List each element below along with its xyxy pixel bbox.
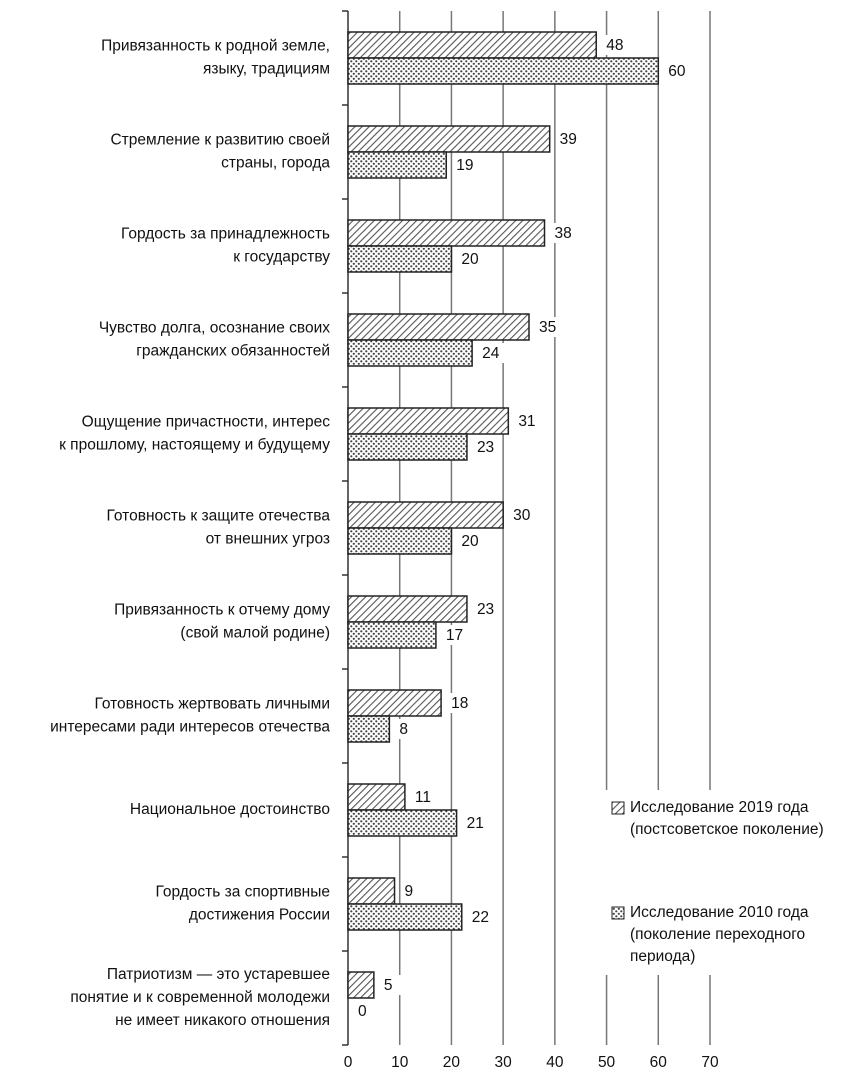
value-label-bg bbox=[464, 813, 491, 833]
bar bbox=[347, 621, 437, 649]
value-label-bg bbox=[443, 625, 470, 645]
value-label-bg bbox=[474, 599, 501, 619]
y-tick-label: Гордость за принадлежность к государству bbox=[121, 226, 330, 266]
bar bbox=[347, 595, 468, 623]
bar bbox=[347, 407, 510, 435]
value-label: 21 bbox=[467, 815, 484, 832]
bar bbox=[347, 809, 458, 837]
bar bbox=[347, 339, 473, 367]
value-label: 0 bbox=[358, 1003, 367, 1020]
bar bbox=[347, 903, 463, 931]
bar bbox=[347, 57, 660, 85]
bar bbox=[347, 715, 391, 743]
value-label: 20 bbox=[461, 251, 479, 268]
value-label: 19 bbox=[456, 157, 473, 174]
value-label-bg bbox=[604, 35, 631, 55]
value-label: 39 bbox=[560, 131, 577, 148]
bar bbox=[347, 877, 396, 905]
value-label-bg bbox=[480, 343, 507, 363]
x-tick-label: 0 bbox=[344, 1054, 353, 1071]
x-tick-label: 10 bbox=[391, 1054, 409, 1071]
value-label-bg bbox=[511, 505, 538, 525]
value-label: 48 bbox=[606, 37, 623, 54]
legend-swatch bbox=[611, 906, 625, 920]
x-tick-label: 40 bbox=[546, 1054, 564, 1071]
value-label-bg bbox=[402, 881, 429, 901]
bar bbox=[347, 313, 530, 341]
y-tick-label: Привязанность к родной земле, языку, трад… bbox=[101, 38, 330, 78]
bar bbox=[347, 433, 468, 461]
value-label-bg bbox=[454, 155, 481, 175]
bar bbox=[347, 31, 597, 59]
bar bbox=[347, 783, 406, 811]
value-label-bg bbox=[552, 223, 579, 243]
value-label-bg bbox=[459, 249, 486, 269]
value-label-bg bbox=[557, 129, 584, 149]
x-tick-label: 30 bbox=[495, 1054, 513, 1071]
value-label: 17 bbox=[446, 627, 463, 644]
x-tick-label: 60 bbox=[650, 1054, 668, 1071]
value-label-bg bbox=[381, 975, 408, 995]
y-tick-label: Национальное достоинство bbox=[130, 801, 330, 818]
y-tick-label: Гордость за спортивные достижения России bbox=[155, 884, 330, 924]
y-tick-label: Готовность к защите отечества от внешних … bbox=[107, 508, 331, 548]
value-label: 31 bbox=[518, 413, 535, 430]
bar bbox=[347, 245, 453, 273]
y-tick-label: Готовность жертвовать личными интересами … bbox=[50, 696, 330, 736]
y-tick-label: Патриотизм — это устаревшее понятие и к с… bbox=[70, 966, 330, 1029]
value-label: 60 bbox=[668, 63, 686, 80]
value-label: 9 bbox=[405, 883, 414, 900]
bar bbox=[347, 151, 448, 179]
value-label: 22 bbox=[472, 909, 489, 926]
value-label-bg bbox=[469, 907, 496, 927]
value-label-bg bbox=[459, 531, 486, 551]
value-label: 5 bbox=[384, 977, 393, 994]
value-label: 24 bbox=[482, 345, 500, 362]
value-label: 35 bbox=[539, 319, 556, 336]
bar bbox=[347, 527, 453, 555]
value-label: 11 bbox=[415, 789, 431, 806]
legend-swatch bbox=[611, 801, 625, 815]
value-label: 8 bbox=[399, 721, 408, 738]
value-label-bg bbox=[356, 1001, 382, 1021]
value-label: 38 bbox=[555, 225, 572, 242]
value-label-bg bbox=[412, 787, 439, 807]
bar bbox=[347, 125, 551, 153]
value-label-bg bbox=[537, 317, 563, 337]
value-label: 23 bbox=[477, 439, 494, 456]
bar bbox=[347, 689, 442, 717]
x-tick-label: 70 bbox=[701, 1054, 719, 1071]
bar bbox=[347, 219, 546, 247]
value-label-bg bbox=[474, 437, 501, 457]
y-tick-label: Привязанность к отчему дому (свой малой р… bbox=[114, 602, 330, 642]
y-tick-label: Чувство долга, осознание своих граждански… bbox=[99, 320, 330, 360]
y-tick-label: Стремление к развитию своей страны, город… bbox=[110, 132, 330, 172]
value-label-bg bbox=[666, 61, 693, 81]
value-label: 30 bbox=[513, 507, 531, 524]
x-tick-label: 20 bbox=[443, 1054, 461, 1071]
value-label: 18 bbox=[451, 695, 468, 712]
value-label: 23 bbox=[477, 601, 494, 618]
value-label-bg bbox=[516, 411, 543, 431]
bar bbox=[347, 501, 504, 529]
value-label-bg bbox=[449, 693, 476, 713]
legend-label: Исследование 2019 года (постсоветское пок… bbox=[630, 799, 824, 838]
bar bbox=[347, 971, 375, 999]
y-tick-label: Ощущение причастности, интерес к прошлому… bbox=[59, 414, 330, 454]
legend-bg bbox=[600, 790, 858, 975]
value-label-bg bbox=[397, 719, 424, 739]
x-tick-label: 50 bbox=[598, 1054, 616, 1071]
value-label: 20 bbox=[461, 533, 479, 550]
legend-label: Исследование 2010 года (поколение переход… bbox=[630, 904, 809, 965]
